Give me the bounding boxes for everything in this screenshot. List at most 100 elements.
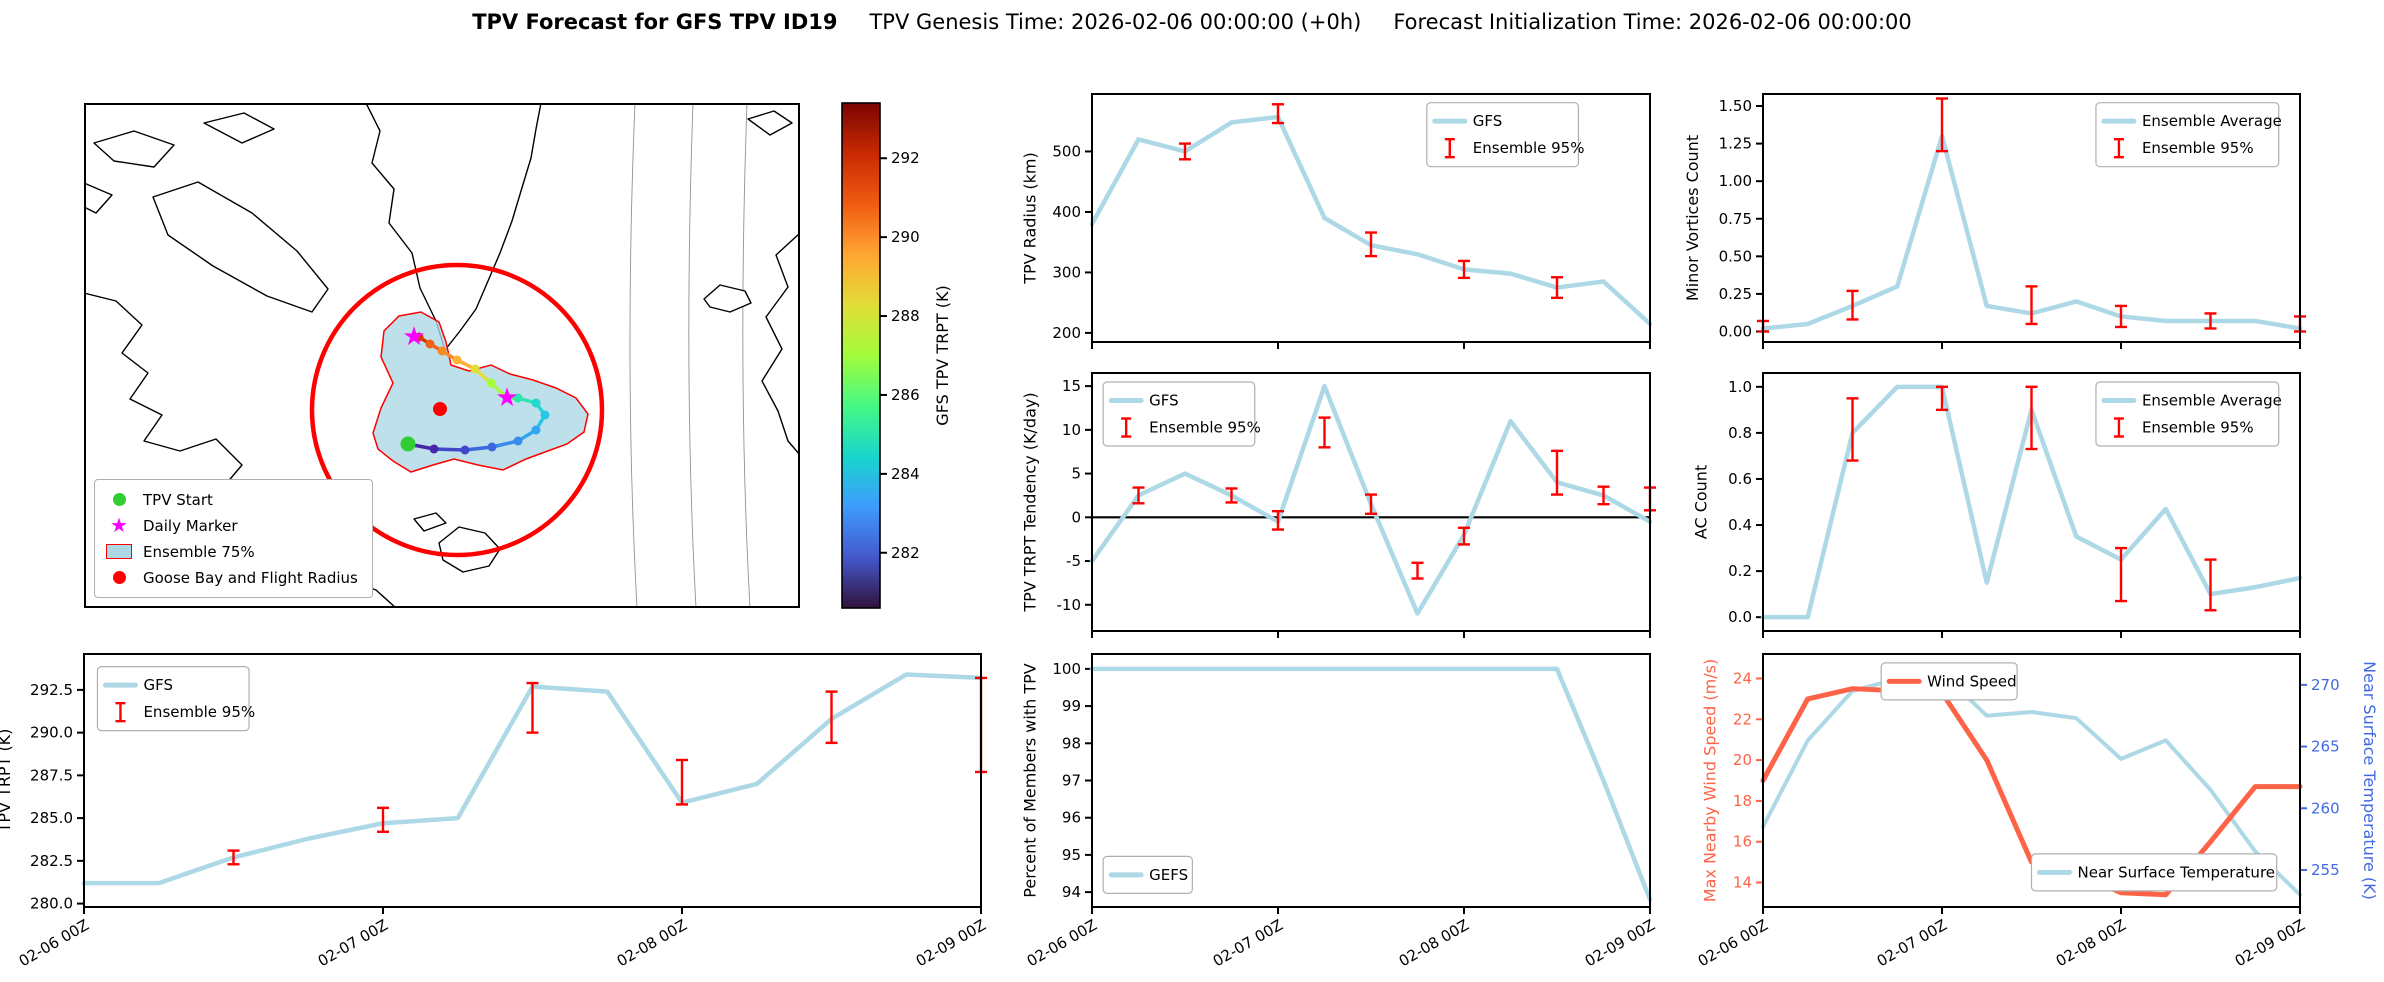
chart-ac-count: 0.0 0.2 0.4 0.6 0.8 1.0 AC Count Ensemble Avera… [1692, 372, 2303, 638]
svg-text:02-07 00Z: 02-07 00Z [1210, 916, 1286, 970]
legend-label: Goose Bay and Flight Radius [143, 568, 358, 587]
svg-text:★: ★ [495, 383, 518, 413]
svg-text:02-06 00Z: 02-06 00Z [16, 916, 92, 970]
svg-text:0.0: 0.0 [1728, 608, 1752, 626]
svg-text:400: 400 [1052, 203, 1081, 221]
svg-text:10: 10 [1062, 421, 1081, 439]
svg-text:14: 14 [1733, 874, 1752, 892]
svg-text:Ensemble 95%: Ensemble 95% [1473, 139, 1585, 157]
chart-percent-members: 94 95 96 97 98 99 100 Percent of Members with T… [1021, 653, 1658, 970]
colorbar-canvas: 282 284 286 288 290 292 GFS TPV TRPT (K) [841, 102, 952, 609]
svg-text:Ensemble 95%: Ensemble 95% [2142, 139, 2254, 157]
chart-canvas-ac: 0.0 0.2 0.4 0.6 0.8 1.0 AC Count Ensemble Avera… [1692, 372, 2303, 638]
svg-text:Ensemble Average: Ensemble Average [2142, 112, 2282, 130]
svg-text:300: 300 [1052, 263, 1081, 281]
title-main: TPV Forecast for GFS TPV ID19 [472, 10, 838, 34]
svg-text:02-07 00Z: 02-07 00Z [315, 916, 391, 970]
svg-text:Ensemble 95%: Ensemble 95% [1149, 419, 1261, 437]
svg-text:1.25: 1.25 [1719, 135, 1752, 153]
svg-text:0.50: 0.50 [1719, 247, 1752, 265]
svg-text:284: 284 [891, 465, 920, 483]
graticule [629, 103, 751, 608]
chart-canvas-radius: 200 300 400 500 TPV Radius (km) GFS Ensemble 9… [1021, 93, 1653, 349]
svg-text:GFS: GFS [1473, 112, 1503, 130]
svg-text:99: 99 [1062, 697, 1081, 715]
chart-wind-temperature: 14 16 18 20 22 24 Max Nearby Wind Speed (m/s) 2… [1695, 653, 2379, 970]
svg-text:0.8: 0.8 [1728, 424, 1752, 442]
legend-label: Ensemble 75% [143, 542, 255, 561]
map-panel: ★ ★ TPV Start ★ Daily Marker Ensemble 75%… [84, 103, 800, 608]
svg-text:282: 282 [891, 544, 920, 562]
svg-text:0.00: 0.00 [1719, 322, 1752, 340]
svg-text:286: 286 [891, 386, 920, 404]
svg-text:1.0: 1.0 [1728, 378, 1752, 396]
svg-text:02-09 00Z: 02-09 00Z [1582, 916, 1658, 970]
svg-text:02-08 00Z: 02-08 00Z [2053, 916, 2129, 970]
chart-tpv-trpt-tendency: -10 -5 0 5 10 15 TPV TRPT Tendency (K/day) GFS E… [1021, 372, 1656, 638]
svg-text:96: 96 [1062, 809, 1081, 827]
svg-text:22: 22 [1733, 710, 1752, 728]
svg-text:Ensemble 95%: Ensemble 95% [2142, 419, 2254, 437]
chart-canvas-trpt: 280.0 282.5 285.0 287.5 290.0 292.5 TPV TRPT (… [0, 653, 989, 970]
svg-text:0.25: 0.25 [1719, 285, 1752, 303]
svg-text:288: 288 [891, 307, 920, 325]
svg-text:98: 98 [1062, 734, 1081, 752]
svg-text:500: 500 [1052, 142, 1081, 160]
svg-text:1.50: 1.50 [1719, 97, 1752, 115]
svg-text:260: 260 [2311, 799, 2340, 817]
coastline-arctic-islands-1 [93, 130, 175, 168]
svg-text:18: 18 [1733, 792, 1752, 810]
svg-text:GEFS: GEFS [1149, 866, 1188, 884]
svg-text:GFS: GFS [143, 676, 173, 694]
svg-text:200: 200 [1052, 324, 1081, 342]
svg-text:GFS TPV TRPT (K): GFS TPV TRPT (K) [933, 285, 952, 425]
svg-text:02-06 00Z: 02-06 00Z [1024, 916, 1100, 970]
legend-item-tpv-start: TPV Start [105, 488, 358, 511]
svg-text:02-09 00Z: 02-09 00Z [913, 916, 989, 970]
chart-minor-vortices: 0.00 0.25 0.50 0.75 1.00 1.25 1.50 Minor Vortic… [1683, 93, 2306, 349]
svg-text:265: 265 [2311, 738, 2340, 756]
coastline-iceland [703, 284, 752, 313]
svg-text:AC Count: AC Count [1692, 465, 1711, 539]
chart-tpv-trpt: 280.0 282.5 285.0 287.5 290.0 292.5 TPV TRPT (… [0, 653, 989, 970]
svg-text:285.0: 285.0 [30, 809, 73, 827]
svg-text:02-08 00Z: 02-08 00Z [614, 916, 690, 970]
svg-text:02-09 00Z: 02-09 00Z [2232, 916, 2308, 970]
svg-text:Ensemble 95%: Ensemble 95% [143, 703, 255, 721]
coastline-anticosti [413, 512, 447, 532]
svg-text:0.6: 0.6 [1728, 470, 1752, 488]
svg-text:1.00: 1.00 [1719, 172, 1752, 190]
svg-text:Wind Speed: Wind Speed [1927, 672, 2017, 690]
svg-text:02-06 00Z: 02-06 00Z [1695, 916, 1771, 970]
legend-item-ensemble-75: Ensemble 75% [105, 540, 358, 563]
coastline-newfoundland [438, 526, 501, 573]
svg-text:290.0: 290.0 [30, 724, 73, 742]
svg-text:24: 24 [1733, 669, 1752, 687]
svg-text:287.5: 287.5 [30, 766, 73, 784]
svg-text:Near Surface Temperature (K): Near Surface Temperature (K) [2360, 661, 2379, 900]
svg-text:94: 94 [1062, 883, 1081, 901]
svg-text:TPV TRPT Tendency (K/day): TPV TRPT Tendency (K/day) [1021, 392, 1040, 612]
chart-canvas-minor: 0.00 0.25 0.50 0.75 1.00 1.25 1.50 Minor Vortic… [1683, 93, 2306, 349]
colorbar-tpv-trpt: 282 284 286 288 290 292 GFS TPV TRPT (K) [841, 102, 982, 609]
svg-text:-10: -10 [1057, 596, 1082, 614]
svg-text:290: 290 [891, 228, 920, 246]
map-legend: TPV Start ★ Daily Marker Ensemble 75% Go… [94, 479, 373, 598]
goose-bay-marker-icon [105, 571, 133, 584]
svg-text:Percent of Members with TPV: Percent of Members with TPV [1021, 663, 1040, 897]
coastline-arctic-islands-3 [84, 182, 113, 214]
svg-text:0.75: 0.75 [1719, 210, 1752, 228]
svg-text:97: 97 [1062, 772, 1081, 790]
svg-text:95: 95 [1062, 846, 1081, 864]
page-title: TPV Forecast for GFS TPV ID19 TPV Genesis… [0, 10, 2384, 34]
daily-marker-star-icon: ★ [110, 513, 128, 537]
legend-item-goose-bay: Goose Bay and Flight Radius [105, 566, 358, 589]
ensemble-patch-icon [105, 544, 133, 559]
svg-text:292: 292 [891, 149, 920, 167]
chart-tpv-radius: 200 300 400 500 TPV Radius (km) GFS Ensemble 9… [1021, 93, 1653, 349]
svg-text:02-07 00Z: 02-07 00Z [1874, 916, 1950, 970]
svg-text:TPV TRPT (K): TPV TRPT (K) [0, 729, 14, 834]
coastline-arctic-islands-2 [203, 112, 275, 144]
title-init-time: Forecast Initialization Time: 2026-02-06… [1393, 10, 1912, 34]
tpv-start-marker-icon [105, 493, 133, 506]
